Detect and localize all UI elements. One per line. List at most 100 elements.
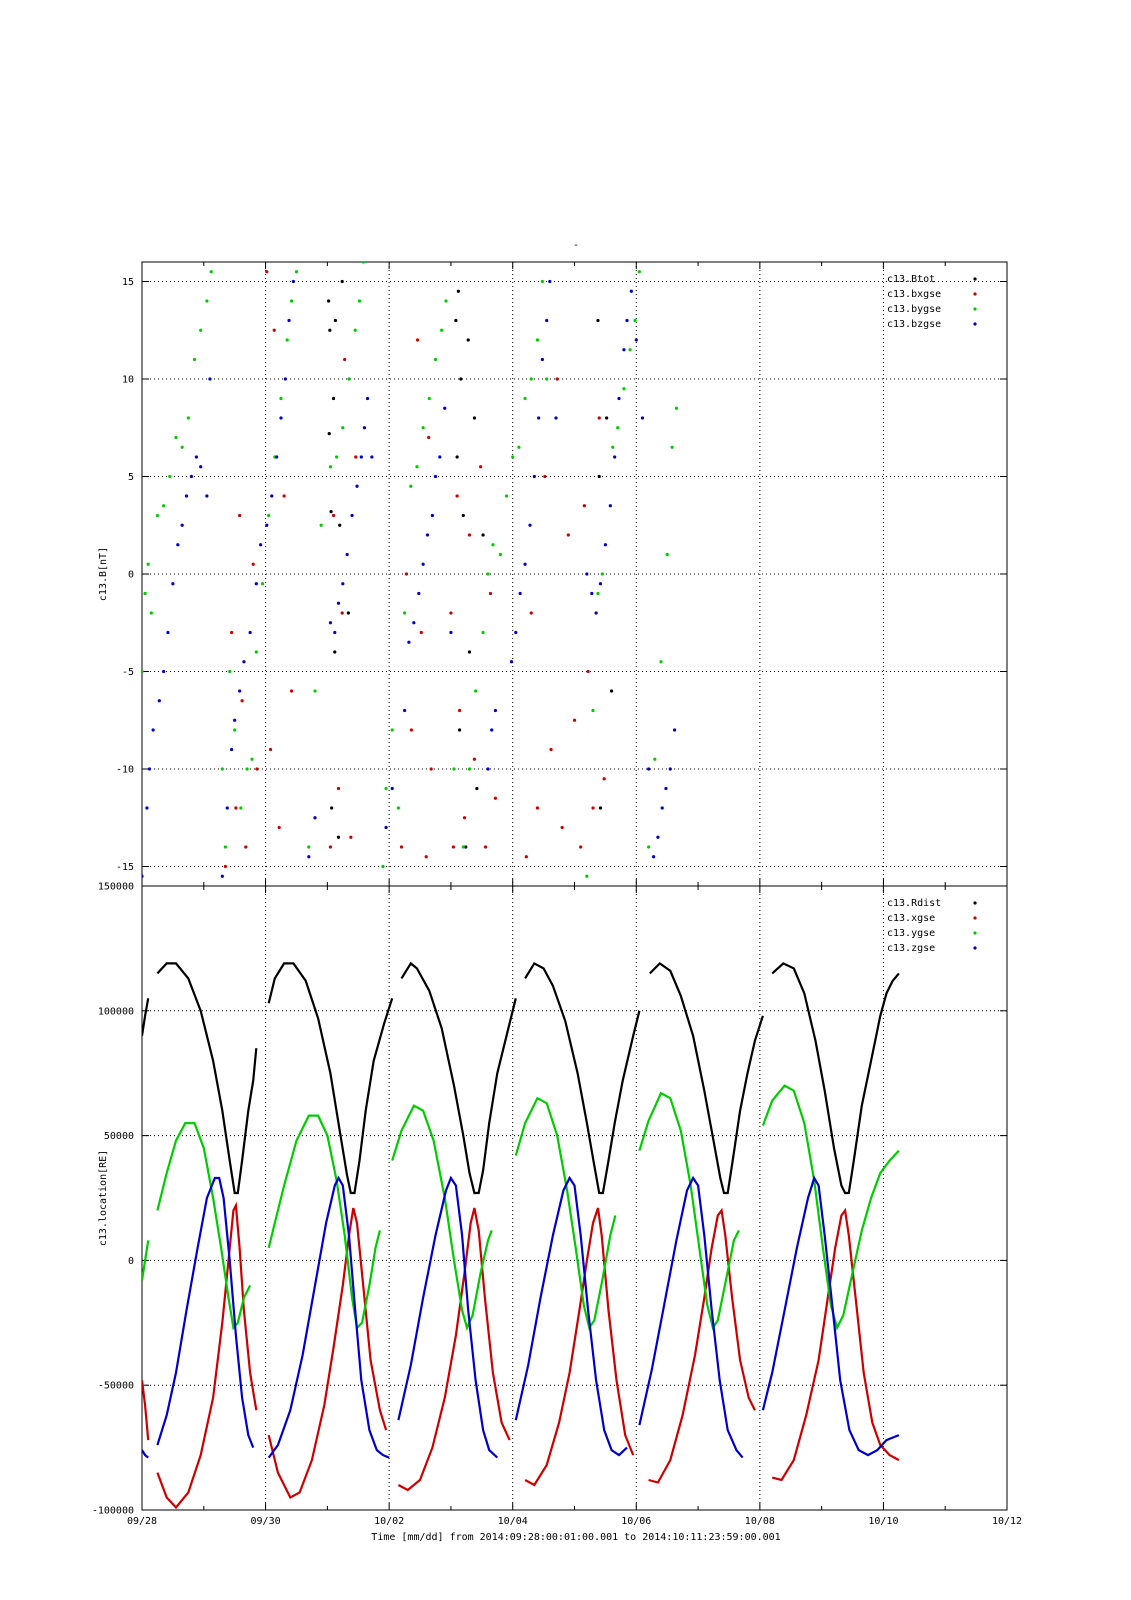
data-point [290, 299, 293, 302]
data-point [332, 397, 335, 400]
data-point [338, 524, 341, 527]
data-point [242, 660, 245, 663]
data-point [426, 533, 429, 536]
data-point [443, 407, 446, 410]
data-point [541, 358, 544, 361]
data-point [283, 494, 286, 497]
data-point [591, 806, 594, 809]
data-point [156, 514, 159, 517]
data-point [320, 524, 323, 527]
data-point [337, 787, 340, 790]
data-point [599, 582, 602, 585]
data-point [604, 543, 607, 546]
series-c13-bygse [140, 260, 678, 877]
data-point [545, 319, 548, 322]
series-c13-bxgse [224, 270, 606, 868]
data-point [278, 826, 281, 829]
plot-area [142, 963, 899, 1507]
data-point [434, 358, 437, 361]
data-point [381, 865, 384, 868]
legend-label: c13.bygse [887, 304, 941, 315]
data-point [355, 485, 358, 488]
data-point [652, 855, 655, 858]
legend-label: c13.bxgse [887, 289, 941, 300]
y-tick-label: -100000 [92, 1506, 134, 1517]
data-point [505, 494, 508, 497]
data-point [224, 845, 227, 848]
data-point [181, 524, 184, 527]
data-point [489, 592, 492, 595]
data-point [625, 319, 628, 322]
data-point [295, 270, 298, 273]
data-point [347, 377, 350, 380]
data-point [427, 436, 430, 439]
data-point [287, 319, 290, 322]
data-point [208, 377, 211, 380]
data-point [412, 621, 415, 624]
data-point [145, 806, 148, 809]
data-point [221, 767, 224, 770]
data-point [456, 494, 459, 497]
data-point [633, 319, 636, 322]
data-point [337, 602, 340, 605]
data-point [444, 299, 447, 302]
data-point [591, 709, 594, 712]
data-point [669, 767, 672, 770]
data-point [603, 777, 606, 780]
data-point [181, 446, 184, 449]
legend-label: c13.xgse [887, 913, 935, 924]
legend-label: c13.bzgse [887, 319, 941, 330]
data-point [416, 338, 419, 341]
data-point [343, 358, 346, 361]
data-point [333, 650, 336, 653]
data-point [362, 260, 365, 263]
data-point [664, 787, 667, 790]
data-point [579, 845, 582, 848]
data-point [275, 455, 278, 458]
data-point [601, 572, 604, 575]
data-point [328, 329, 331, 332]
data-point [250, 758, 253, 761]
magnetic-field-panel: -15 -10 -5 0 5 10 15 c13.B[nT] c13.Btot c13.bxgse… [98, 260, 1007, 886]
data-point [458, 709, 461, 712]
data-point [166, 631, 169, 634]
data-point [595, 611, 598, 614]
data-point [452, 767, 455, 770]
data-point [329, 845, 332, 848]
legend-marker [973, 916, 976, 919]
data-point [545, 377, 548, 380]
data-point [598, 416, 601, 419]
legend-marker [973, 901, 976, 904]
data-point [255, 767, 258, 770]
y-tick-label: -10 [116, 765, 134, 776]
data-point [422, 563, 425, 566]
data-point [468, 767, 471, 770]
data-point [613, 455, 616, 458]
data-point [517, 446, 520, 449]
series-c13-ygse [142, 1086, 899, 1328]
data-point [556, 377, 559, 380]
data-point [635, 338, 638, 341]
data-point [630, 290, 633, 293]
legend-marker [973, 931, 976, 934]
data-point [474, 689, 477, 692]
data-point [673, 728, 676, 731]
data-point [407, 641, 410, 644]
data-point [267, 514, 270, 517]
data-point [205, 299, 208, 302]
data-point [286, 338, 289, 341]
data-point [617, 397, 620, 400]
data-point [486, 767, 489, 770]
data-point [193, 358, 196, 361]
data-point [397, 806, 400, 809]
x-tick-label: 10/06 [621, 1516, 651, 1527]
legend-marker [973, 322, 976, 325]
data-point [590, 592, 593, 595]
data-point [638, 270, 641, 273]
data-point [330, 806, 333, 809]
legend-label: c13.ygse [887, 928, 935, 939]
data-point [599, 806, 602, 809]
data-point [384, 787, 387, 790]
data-point [162, 670, 165, 673]
data-point [523, 563, 526, 566]
